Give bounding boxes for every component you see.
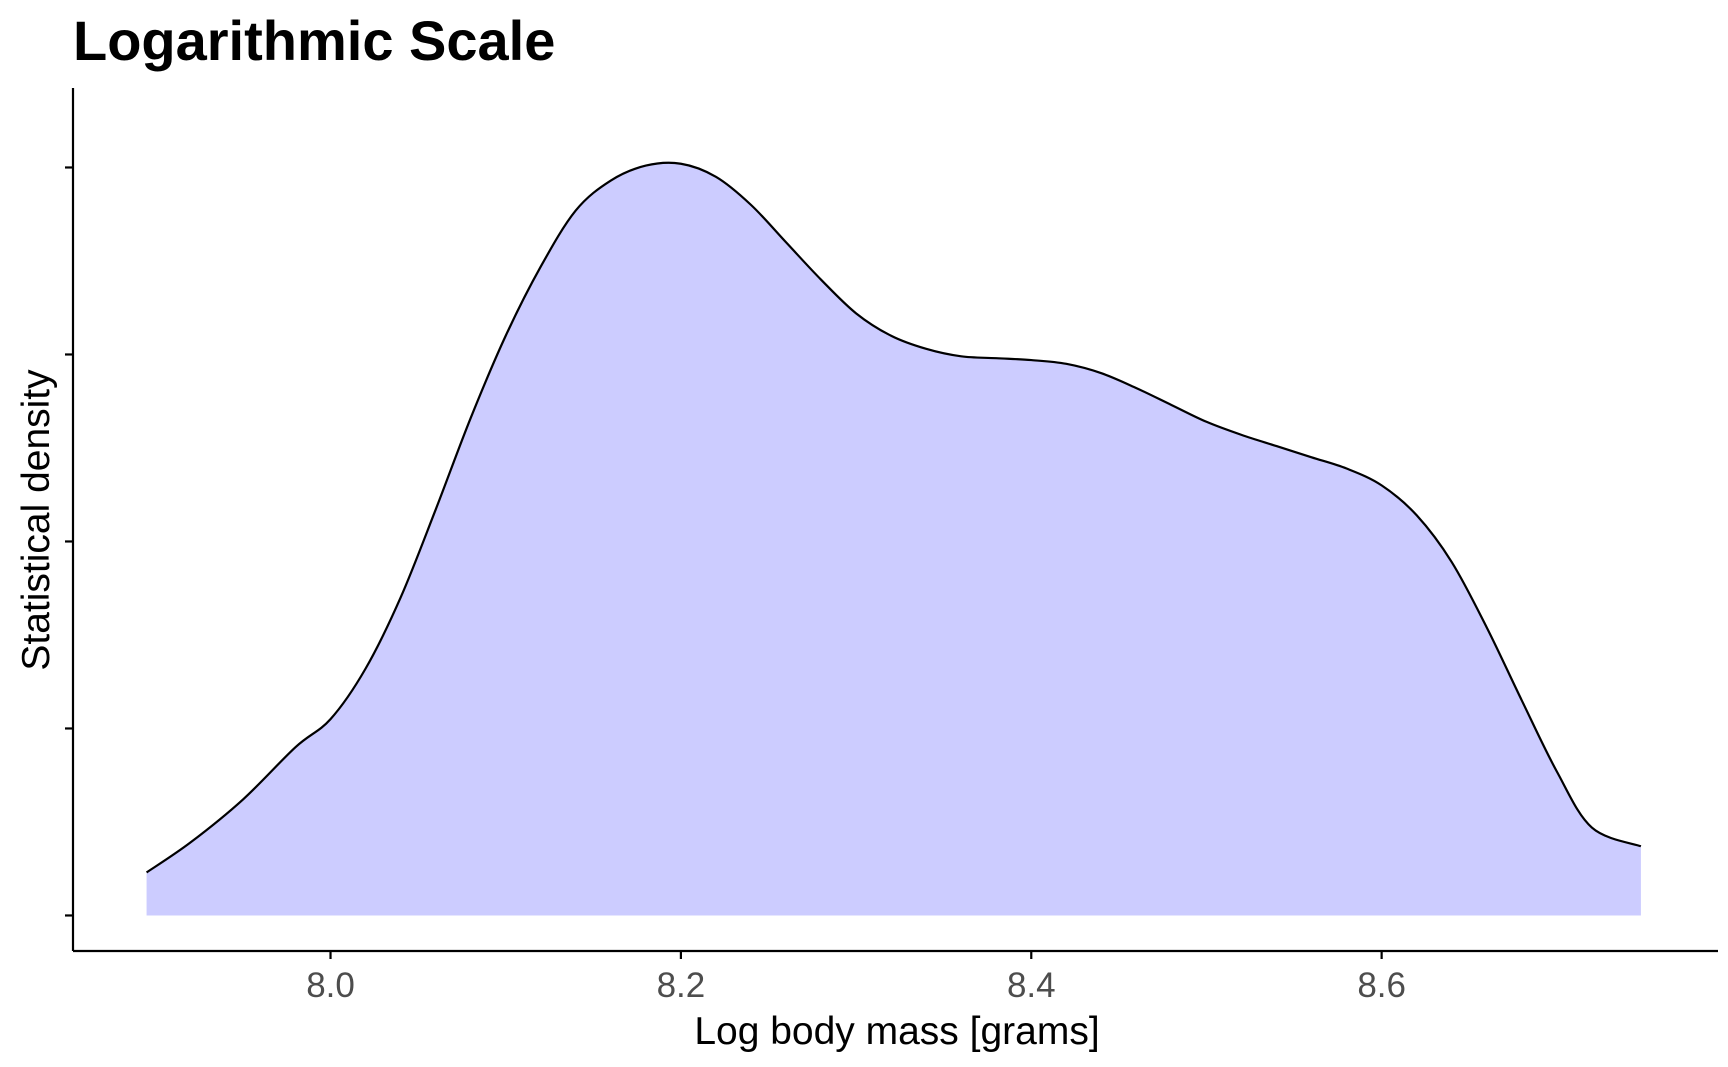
axes: 8.0 8.2 8.4 8.6	[65, 88, 1718, 1005]
chart-title: Logarithmic Scale	[73, 9, 555, 72]
y-axis-label: Statistical density	[15, 369, 58, 671]
x-tick-label: 8.6	[1357, 966, 1406, 1005]
density-line	[145, 161, 1642, 874]
x-tick-label: 8.4	[1007, 966, 1056, 1005]
plot-area	[145, 161, 1642, 916]
x-axis-label: Log body mass [grams]	[694, 1010, 1099, 1053]
density-area	[146, 162, 1641, 916]
x-tick-label: 8.0	[306, 966, 355, 1005]
x-tick-label: 8.2	[657, 966, 706, 1005]
